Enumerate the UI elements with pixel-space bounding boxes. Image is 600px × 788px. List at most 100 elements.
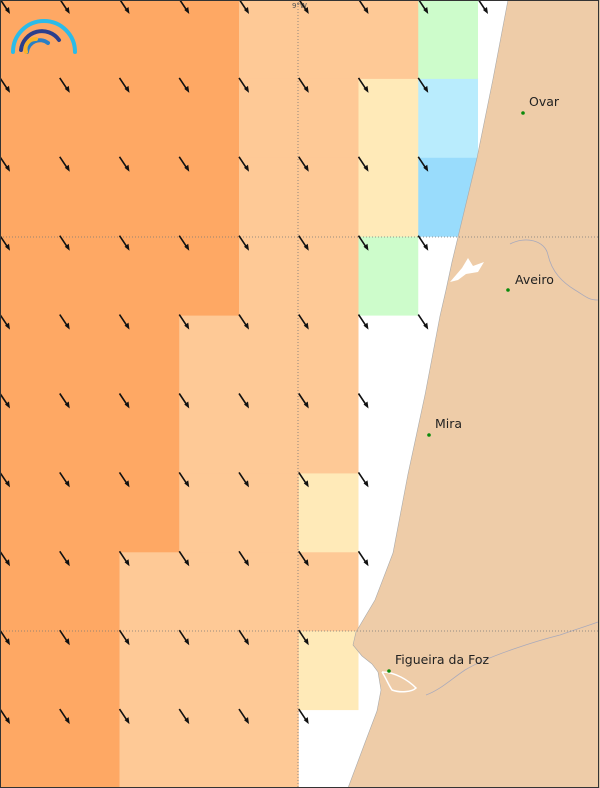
forecast-cell [0, 473, 61, 553]
city-marker[interactable]: Mira [427, 416, 462, 437]
forecast-cell [0, 710, 61, 788]
wind-arrow-icon [0, 471, 10, 488]
wind-arrow-icon [357, 393, 369, 409]
city-label: Mira [435, 416, 462, 431]
forecast-cell [119, 236, 180, 317]
city-dot-icon [387, 669, 391, 673]
wind-arrow-icon [298, 708, 309, 725]
forecast-cell [418, 78, 479, 159]
forecast-cell [59, 157, 120, 238]
wind-arrow-icon [357, 235, 369, 251]
wind-arrow-icon [357, 550, 369, 567]
forecast-cell [239, 0, 300, 80]
wind-arrow-icon [238, 471, 249, 488]
forecast-cell [119, 157, 180, 238]
wind-arrow-icon [178, 471, 190, 488]
wind-arrow-icon [118, 393, 130, 409]
wind-arrow-icon [59, 314, 70, 330]
forecast-cell [298, 710, 359, 788]
forecast-cell [239, 157, 300, 238]
wind-arrow-icon [298, 156, 309, 172]
forecast-cell [59, 631, 120, 711]
wind-arrow-icon [357, 314, 369, 330]
wind-arrow-icon [59, 471, 70, 488]
wind-arrow-icon [238, 708, 249, 725]
forecast-cell [298, 78, 359, 159]
forecast-cell [239, 78, 300, 159]
forecast-cell [179, 157, 240, 238]
forecast-cell [298, 394, 359, 474]
wind-arrow-icon [298, 235, 309, 251]
forecast-cell [0, 394, 61, 474]
wind-arrow-icon [59, 550, 70, 567]
forecast-cell [0, 236, 61, 317]
city-marker[interactable]: Figueira da Foz [387, 652, 490, 673]
wind-arrow-icon [178, 393, 190, 409]
forecast-cell [0, 157, 61, 238]
wind-arrow-icon [59, 708, 70, 725]
wind-arrow-icon [238, 156, 249, 172]
forecast-cell [298, 236, 359, 317]
forecast-cell [358, 394, 419, 474]
city-dot-icon [506, 288, 510, 292]
forecast-cell [59, 236, 120, 317]
city-dot-icon [521, 111, 525, 115]
city-marker[interactable]: Ovar [521, 94, 560, 115]
forecast-cell [239, 315, 300, 395]
wind-arrow-icon [118, 550, 130, 567]
wind-arrow-icon [118, 77, 130, 93]
wind-arrow-icon [118, 314, 130, 330]
wind-arrow-icon [178, 235, 190, 251]
forecast-cell [0, 631, 61, 711]
wind-arrow-icon [298, 550, 309, 567]
forecast-cell [239, 394, 300, 474]
wind-arrow-icon [0, 156, 10, 172]
forecast-cell [119, 631, 180, 711]
forecast-cell [298, 552, 359, 632]
logo-icon [11, 19, 77, 54]
forecast-cell [298, 157, 359, 238]
forecast-cell [59, 315, 120, 395]
wind-arrow-icon [298, 471, 309, 488]
wind-arrow-icon [0, 235, 10, 251]
wind-arrow-icon [298, 629, 309, 646]
river-vouga [509, 239, 599, 301]
wind-arrow-icon [417, 235, 429, 251]
wind-arrow-icon [178, 708, 190, 725]
forecast-cell [119, 394, 180, 474]
wind-arrow-icon [238, 235, 249, 251]
wind-arrow-icon [298, 77, 309, 93]
city-label: Ovar [529, 94, 560, 109]
wind-arrow-icon [0, 550, 10, 567]
forecast-cell [119, 473, 180, 553]
forecast-cell [59, 394, 120, 474]
forecast-cell [298, 0, 359, 80]
wind-arrow-icon [357, 471, 369, 488]
wind-arrow-icon [0, 393, 10, 409]
city-marker[interactable]: Aveiro [506, 272, 554, 292]
meridian-label: 9°W [292, 2, 307, 10]
wind-arrow-icon [178, 314, 190, 330]
forecast-cell [59, 78, 120, 159]
forecast-cell [358, 236, 419, 317]
wind-arrow-icon [178, 77, 190, 93]
forecast-cell [59, 0, 120, 80]
forecast-cell [119, 552, 180, 632]
forecast-cell [119, 710, 180, 788]
forecast-cell [179, 710, 240, 788]
forecast-cell [59, 473, 120, 553]
forecast-cell [239, 473, 300, 553]
forecast-cell [179, 552, 240, 632]
forecast-cell [298, 473, 359, 553]
forecast-cell [179, 394, 240, 474]
forecast-cell [0, 315, 61, 395]
wind-arrow-icon [59, 393, 70, 409]
forecast-cell [0, 552, 61, 632]
wind-arrow-icon [417, 314, 429, 330]
wind-arrow-icon [0, 77, 10, 93]
city-label: Figueira da Foz [395, 652, 490, 667]
land [347, 0, 600, 788]
forecast-cell [59, 710, 120, 788]
